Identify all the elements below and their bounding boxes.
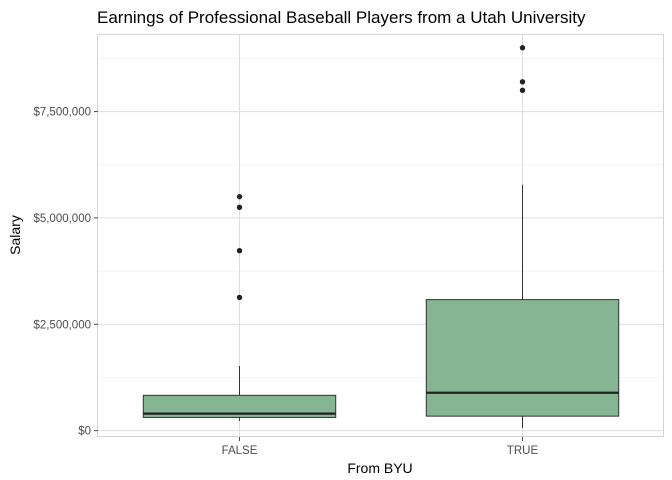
iqr-box	[142, 394, 337, 418]
chart-title: Earnings of Professional Baseball Player…	[97, 8, 586, 27]
iqr-box	[425, 299, 620, 417]
x-tick-label: TRUE	[507, 445, 539, 457]
box-false	[142, 193, 337, 421]
y-axis: $0 $2,500,000 $5,000,000 $7,500,000	[33, 107, 98, 438]
outlier-point	[519, 87, 526, 94]
outlier-point	[236, 294, 243, 301]
x-axis: FALSE TRUE	[222, 437, 539, 457]
x-axis-title: From BYU	[347, 460, 412, 476]
y-axis-title: Salary	[7, 215, 23, 255]
plot-panel	[97, 34, 664, 437]
outlier-point	[236, 193, 243, 200]
y-tick-label: $2,500,000	[33, 319, 91, 331]
y-tick-label: $7,500,000	[33, 107, 91, 119]
outlier-point	[236, 247, 243, 254]
outlier-point	[236, 204, 243, 210]
outlier-point	[519, 45, 526, 51]
box-group	[142, 45, 620, 429]
box-true	[425, 45, 620, 429]
y-tick-label: $5,000,000	[33, 213, 91, 225]
x-tick-label: FALSE	[222, 445, 258, 457]
outlier-point	[519, 79, 526, 85]
y-tick-label: $0	[78, 426, 91, 438]
